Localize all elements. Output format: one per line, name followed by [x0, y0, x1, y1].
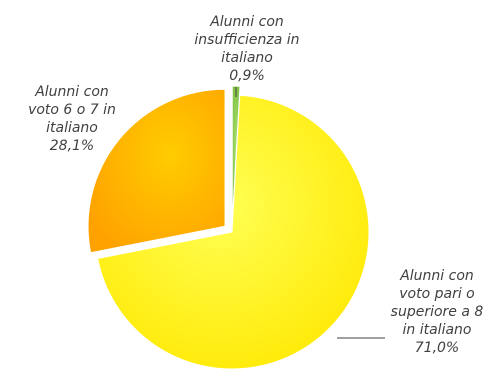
label-voto-6-7: Alunni con voto 6 o 7 in italiano 28,1%	[28, 84, 116, 154]
label-insufficienza: Alunni con insufficienza in italiano 0,9%	[194, 14, 299, 84]
slice-voto-6-7	[87, 88, 226, 254]
slice-voto-8-plus	[97, 94, 370, 370]
label-voto-8-plus: Alunni con voto pari o superiore a 8 in ita…	[391, 268, 484, 356]
pie-slices	[87, 85, 370, 370]
slice-labels: Alunni con insufficienza in italiano 0,9% Al…	[28, 14, 483, 356]
